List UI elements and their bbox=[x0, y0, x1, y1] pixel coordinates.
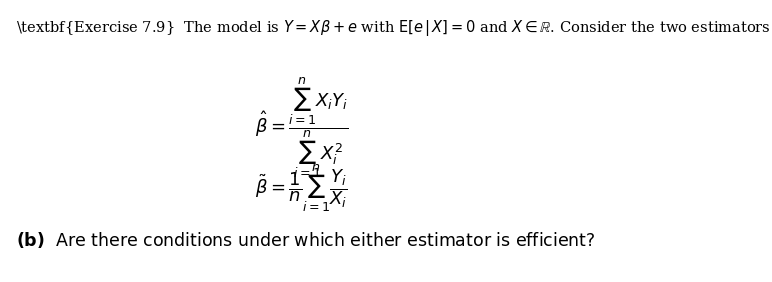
Text: \textbf{Exercise 7.9}  The model is $Y = X\beta + e$ with $\mathrm{E}[e\,|\,X] =: \textbf{Exercise 7.9} The model is $Y = … bbox=[16, 18, 771, 38]
Text: $\tilde{\beta} = \dfrac{1}{n}\sum_{i=1}^{n} \dfrac{Y_i}{X_i}$: $\tilde{\beta} = \dfrac{1}{n}\sum_{i=1}^… bbox=[256, 163, 348, 215]
Text: $\mathbf{(b)}$  Are there conditions under which either estimator is efficient?: $\mathbf{(b)}$ Are there conditions unde… bbox=[16, 230, 596, 250]
Text: $\hat{\beta} = \dfrac{\sum_{i=1}^{n} X_i Y_i}{\sum_{i=1}^{n} X_i^2}$: $\hat{\beta} = \dfrac{\sum_{i=1}^{n} X_i… bbox=[255, 75, 349, 180]
